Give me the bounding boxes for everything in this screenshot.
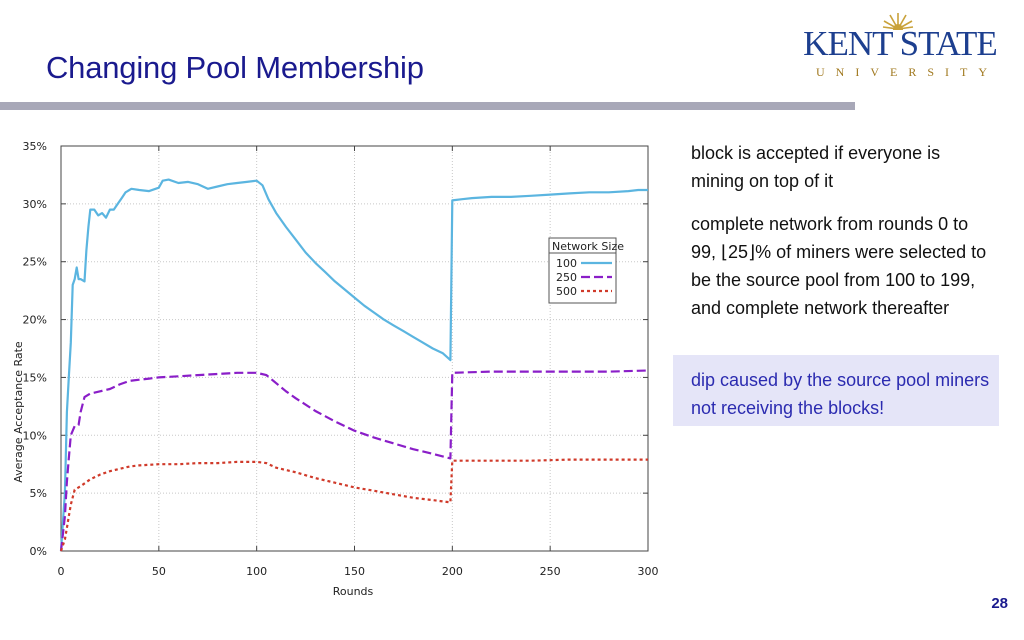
y-tick-label: 5%	[30, 487, 47, 500]
highlight-box	[673, 355, 999, 426]
grid-layer	[60, 145, 649, 552]
legend-box	[548, 237, 617, 304]
y-axis-label: Average Acceptance Rate	[12, 341, 25, 483]
note-acceptance-definition: block is accepted if everyone is mining …	[691, 143, 941, 191]
chart-svg: 0% 5% 10% 15% 20% 25% 30% 35% 0 50 100 150 200 250 300…	[12, 140, 659, 598]
x-axis-label: Rounds	[333, 585, 374, 598]
legend-title: Network Size	[552, 240, 624, 253]
acceptance-rate-chart: 0% 5% 10% 15% 20% 25% 30% 35% 0 50 100 150 200 250 300…	[0, 120, 680, 610]
note-dip-explanation: dip caused by the source pool miners not…	[691, 370, 990, 418]
y-tick-label: 30%	[23, 198, 47, 211]
legend-label-250: 250	[556, 271, 577, 284]
y-tick-label: 15%	[23, 371, 47, 384]
series-line-250	[59, 369, 649, 552]
y-tick-label: 10%	[23, 429, 47, 442]
title-divider	[0, 102, 855, 110]
x-tick-label: 200	[442, 565, 463, 578]
logo-subtitle: UNIVERSITY	[816, 65, 998, 79]
series-line-500	[59, 458, 648, 552]
note-network-setup: complete network from rounds 0 to 99, ⌊2…	[691, 214, 987, 318]
axis-layer: 0% 5% 10% 15% 20% 25% 30% 35% 0 50 100 150 200 250 300	[23, 140, 659, 578]
slide-title: Changing Pool Membership	[46, 50, 424, 85]
x-tick-label: 50	[152, 565, 166, 578]
legend-label-500: 500	[556, 285, 577, 298]
x-tick-label: 150	[344, 565, 365, 578]
y-tick-label: 35%	[23, 140, 47, 153]
sunburst-icon	[882, 13, 914, 30]
series-layer	[59, 178, 649, 552]
x-tick-label: 100	[246, 565, 267, 578]
y-tick-label: 25%	[23, 256, 47, 269]
y-tick-label: 20%	[23, 314, 47, 327]
x-tick-label: 0	[58, 565, 65, 578]
x-tick-label: 250	[540, 565, 561, 578]
series-line-100	[59, 178, 648, 552]
legend-label-100: 100	[556, 257, 577, 270]
university-logo: KENT STATE UNIVERSITY	[795, 10, 1005, 80]
y-tick-label: 0%	[30, 545, 47, 558]
page-number: 28	[991, 595, 1008, 612]
logo-wordmark: KENT STATE	[803, 24, 998, 63]
x-tick-label: 300	[638, 565, 659, 578]
